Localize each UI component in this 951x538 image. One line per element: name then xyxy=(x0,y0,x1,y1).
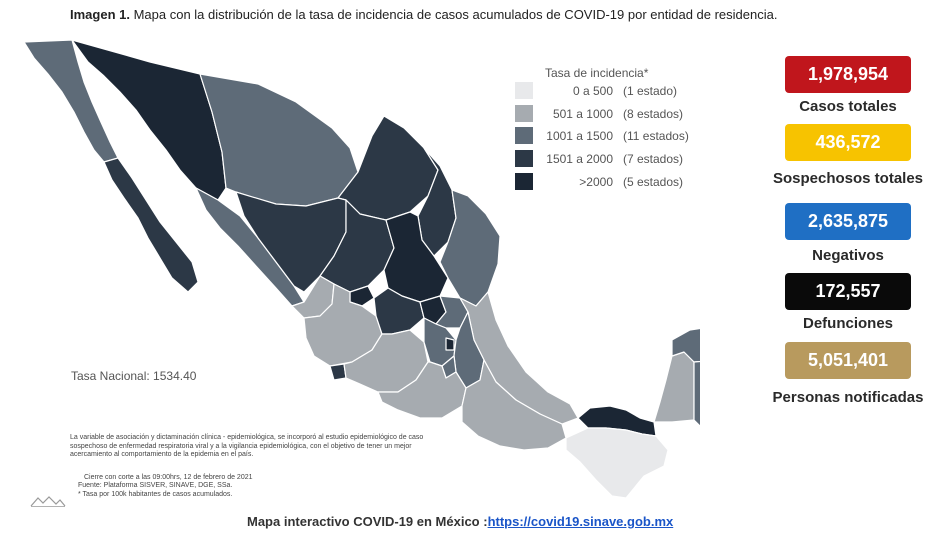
legend-count: (5 estados) xyxy=(623,174,684,189)
national-rate: Tasa Nacional: 1534.40 xyxy=(71,369,197,383)
state-guanajuato[interactable] xyxy=(373,287,425,335)
stat-value: 1,978,954 xyxy=(785,56,911,93)
legend-row: 1001 a 1500 (11 estados) xyxy=(515,127,689,144)
legend-range: 501 a 1000 xyxy=(552,106,613,121)
stat-label: Defunciones xyxy=(802,315,893,332)
state-yucatan[interactable] xyxy=(671,326,700,363)
footer-text: Mapa interactivo COVID-19 en México : xyxy=(247,514,488,529)
stat-label: Sospechosos totales xyxy=(772,170,924,187)
legend-count: (7 estados) xyxy=(623,151,684,166)
notes-paragraph: La variable de asociación y dictaminació… xyxy=(70,434,424,459)
stat-label: Personas notificadas xyxy=(772,389,924,406)
notes-cierre: Cierre con corte a las 09:00hrs, 12 de f… xyxy=(84,474,253,481)
mountain-logo-icon xyxy=(30,496,66,507)
state-guerrero[interactable] xyxy=(377,361,467,419)
legend-range: 1501 a 2000 xyxy=(546,151,613,166)
legend-row: 501 a 1000 (8 estados) xyxy=(515,105,683,122)
figure-title: Imagen 1. Mapa con la distribución de la… xyxy=(70,7,777,22)
figure-title-text: Mapa con la distribución de la tasa de i… xyxy=(133,7,778,22)
mexico-map[interactable] xyxy=(0,30,700,510)
stat-value: 5,051,401 xyxy=(785,342,911,379)
stat-label: Negativos xyxy=(812,247,884,264)
legend-range: 1001 a 1500 xyxy=(546,128,613,143)
state-baja-california-sur[interactable] xyxy=(103,157,199,293)
legend-count: (1 estado) xyxy=(623,83,678,98)
state-quintana-roo[interactable] xyxy=(693,350,700,427)
state-colima[interactable] xyxy=(329,363,347,381)
legend-swatch xyxy=(515,127,533,144)
stat-value: 436,572 xyxy=(785,124,911,161)
legend-range: >2000 xyxy=(579,174,613,189)
legend-row: 0 a 500 (1 estado) xyxy=(515,82,677,99)
notes-tasa: * Tasa por 100k habitantes de casos acum… xyxy=(78,490,233,498)
legend-row: 1501 a 2000 (7 estados) xyxy=(515,150,683,167)
notes-sources: Cierre con corte a las 09:00hrs, 12 de f… xyxy=(78,474,253,499)
legend-count: (11 estados) xyxy=(623,128,689,143)
legend-row: >2000 (5 estados) xyxy=(515,173,683,190)
footer: Mapa interactivo COVID-19 en México :htt… xyxy=(247,514,673,529)
legend-swatch xyxy=(515,105,533,122)
stat-value: 172,557 xyxy=(785,273,911,310)
stat-value: 2,635,875 xyxy=(785,203,911,240)
legend-title: Tasa de incidencia* xyxy=(545,66,649,80)
state-cdmx[interactable] xyxy=(445,337,455,351)
legend-range: 0 a 500 xyxy=(572,83,613,98)
legend-count: (8 estados) xyxy=(623,106,684,121)
footer-link[interactable]: https://covid19.sinave.gob.mx xyxy=(487,514,674,529)
state-chiapas[interactable] xyxy=(565,427,669,499)
state-campeche[interactable] xyxy=(653,351,695,423)
legend-swatch xyxy=(515,150,533,167)
notes-fuente: Fuente: Plataforma SISVER, SINAVE, DGE, … xyxy=(78,482,233,490)
legend-swatch xyxy=(515,173,533,190)
figure-title-label: Imagen 1. xyxy=(70,7,130,22)
legend-swatch xyxy=(515,82,533,99)
stat-label: Casos totales xyxy=(799,98,897,115)
